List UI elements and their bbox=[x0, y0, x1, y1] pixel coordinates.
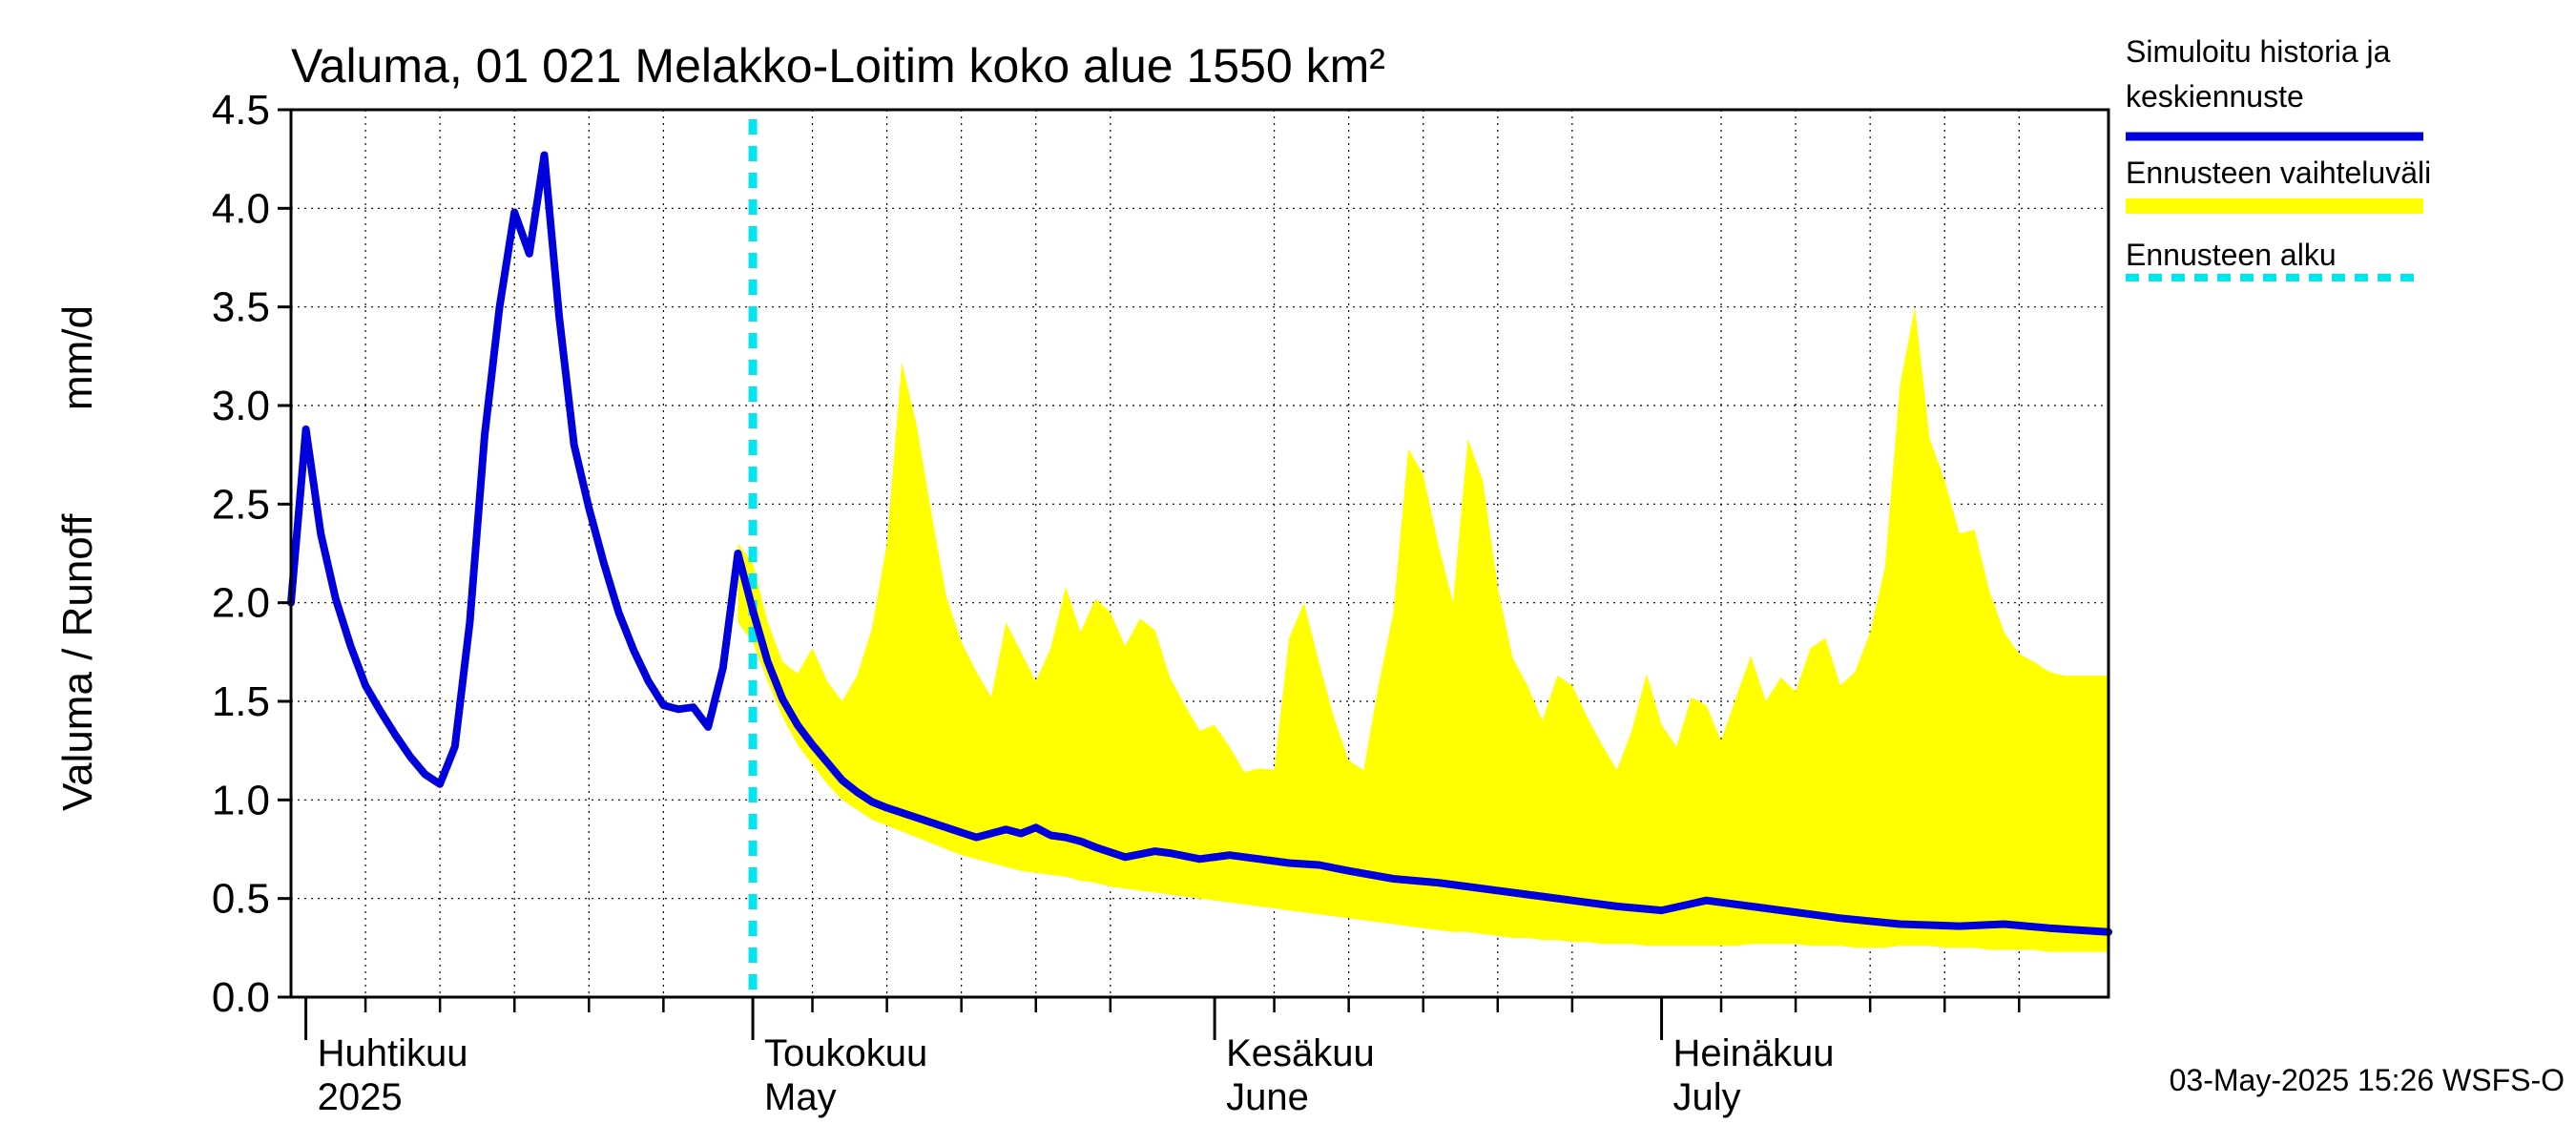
y-tick-label: 4.0 bbox=[212, 185, 270, 232]
y-tick-label: 2.0 bbox=[212, 580, 270, 627]
y-tick-label: 4.5 bbox=[212, 87, 270, 134]
y-tick-label: 3.0 bbox=[212, 383, 270, 429]
y-axis-unit: mm/d bbox=[54, 305, 101, 410]
month-sublabel: July bbox=[1673, 1076, 1741, 1118]
y-axis-label: Valuma / Runoff bbox=[54, 513, 101, 811]
forecast-range-layer bbox=[737, 306, 2109, 952]
month-sublabel: May bbox=[764, 1076, 837, 1118]
month-label: Huhtikuu bbox=[318, 1032, 468, 1074]
legend: Simuloitu historia ja keskiennuste Ennuste… bbox=[2126, 34, 2431, 281]
chart-title: Valuma, 01 021 Melakko-Loitim koko alue … bbox=[291, 39, 1385, 93]
footer-timestamp: 03-May-2025 15:26 WSFS-O bbox=[2170, 1063, 2565, 1097]
y-tick-label: 1.0 bbox=[212, 777, 270, 823]
month-sublabel: 2025 bbox=[318, 1076, 403, 1118]
y-axis: 0.0 0.5 1.0 1.5 2.0 2.5 3.0 3.5 4.0 4.5 bbox=[212, 87, 291, 1021]
month-label: Toukokuu bbox=[764, 1032, 927, 1074]
history-forecast-line bbox=[287, 151, 2112, 936]
legend-label-line2: keskiennuste bbox=[2126, 79, 2304, 114]
y-tick-label: 0.5 bbox=[212, 876, 270, 923]
legend-label: Ennusteen alku bbox=[2126, 238, 2337, 272]
legend-label: Simuloitu historia ja bbox=[2126, 34, 2391, 69]
y-tick-label: 3.5 bbox=[212, 284, 270, 331]
month-sublabel: June bbox=[1226, 1076, 1309, 1118]
y-tick-label: 1.5 bbox=[212, 678, 270, 725]
legend-swatch-band bbox=[2126, 198, 2423, 214]
month-label: Heinäkuu bbox=[1673, 1032, 1835, 1074]
legend-label: Ennusteen vaihteluväli bbox=[2126, 156, 2431, 190]
plot-frame bbox=[289, 108, 2110, 999]
y-tick-label: 2.5 bbox=[212, 481, 270, 528]
history-line-layer bbox=[287, 151, 2112, 936]
month-label: Kesäkuu bbox=[1226, 1032, 1375, 1074]
y-tick-label: 0.0 bbox=[212, 974, 270, 1021]
forecast-range-band bbox=[737, 306, 2109, 952]
